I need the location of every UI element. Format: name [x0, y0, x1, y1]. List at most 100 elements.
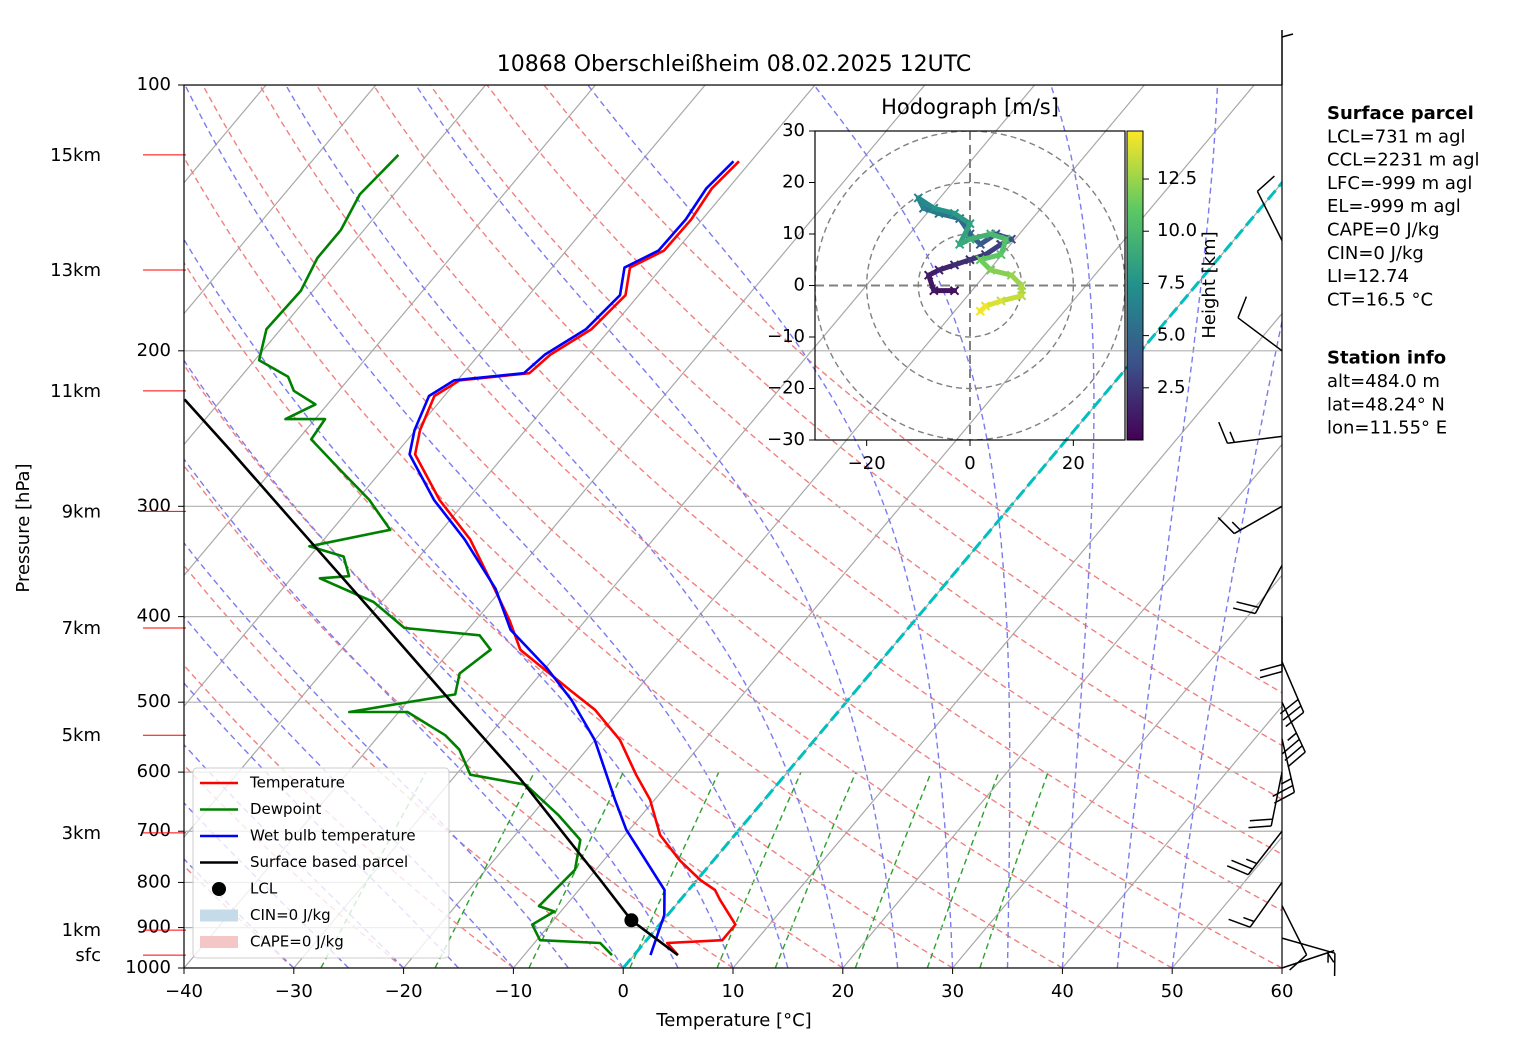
- hodo-x-tick-label: −20: [848, 453, 886, 474]
- hodograph-segment: [977, 252, 1004, 263]
- x-tick-label: 50: [1161, 981, 1184, 1002]
- hodograph-segment: [998, 236, 1009, 258]
- legend-label: Temperature: [249, 774, 345, 792]
- info-line: CIN=0 J/kg: [1327, 243, 1424, 264]
- isotherm: [1171, 836, 1282, 968]
- moist-adiabat: [184, 682, 460, 968]
- mixing-ratio-line: [716, 771, 802, 968]
- dry-adiabat: [202, 85, 1173, 968]
- x-tick-label: 30: [941, 981, 964, 1002]
- hodograph-segment: [931, 205, 957, 216]
- legend-swatch: [212, 882, 226, 896]
- x-tick-label: 40: [1051, 981, 1074, 1002]
- legend-label: Dewpoint: [250, 800, 321, 818]
- hodograph: −20 0 20 −30 −20 −10 0 10 20 30 2.5 5.0 7.5 10.0 12.5: [767, 120, 1197, 474]
- wind-barb: [1281, 701, 1306, 768]
- wind-barb: [1248, 771, 1283, 829]
- mixing-ratio-line: [926, 771, 1000, 968]
- hodograph-area: [815, 131, 1125, 440]
- wind-barb: [1281, 949, 1335, 969]
- colorbar: [1126, 130, 1144, 441]
- isotherm: [842, 443, 1282, 968]
- chart-title: 10868 Oberschleißheim 08.02.2025 12UTC: [497, 52, 972, 77]
- info-line: lon=11.55° E: [1327, 418, 1447, 439]
- isotherm: [184, 85, 596, 577]
- plot-frame: [183, 84, 1283, 969]
- hodograph-segment: [983, 298, 1004, 309]
- legend-label: CIN=0 J/kg: [250, 906, 331, 924]
- colorbar-tick-label: 12.5: [1157, 168, 1197, 189]
- y-tick-label: 600: [137, 761, 171, 782]
- wind-barb: [1259, 616, 1283, 679]
- y-tick-label: 900: [137, 917, 171, 938]
- colorbar-tick-label: 2.5: [1157, 377, 1186, 398]
- x-tick-label: −20: [385, 981, 423, 1002]
- wind-barb: [1228, 881, 1283, 928]
- wind-barb: [1218, 421, 1283, 444]
- moist-adiabat: [1171, 317, 1282, 968]
- colorbar-tick-label: 7.5: [1157, 272, 1186, 293]
- info-line: LCL=731 m agl: [1327, 126, 1466, 147]
- lcl-point: [624, 913, 639, 928]
- dry-adiabat: [184, 363, 844, 968]
- info-line: lat=48.24° N: [1327, 394, 1445, 415]
- dry-adiabat: [372, 85, 1282, 856]
- moist-adiabat: [184, 359, 679, 968]
- profile-line: [183, 398, 679, 957]
- hodograph-segment: [988, 267, 1014, 278]
- hodo-y-tick-label: −30: [767, 429, 805, 450]
- wind-barb: [1281, 30, 1294, 85]
- moist-adiabat: [184, 615, 514, 968]
- x-tick-label: −30: [275, 981, 313, 1002]
- wind-barb: [1226, 830, 1283, 876]
- height-label: 3km: [62, 823, 101, 844]
- y-tick-label: 1000: [125, 957, 171, 978]
- moist-adiabat: [813, 85, 1011, 968]
- x-tick-label: 20: [831, 981, 854, 1002]
- x-tick-label: −10: [494, 981, 532, 1002]
- dry-adiabat: [184, 464, 734, 968]
- hodo-y-tick-label: −20: [767, 378, 805, 399]
- info-line: CAPE=0 J/kg: [1327, 220, 1440, 241]
- hodo-y-tick-label: 0: [794, 275, 805, 296]
- y-tick-label: 400: [137, 606, 171, 627]
- info-line: LFC=-999 m agl: [1327, 173, 1472, 194]
- dry-adiabat: [184, 156, 1063, 968]
- colorbar-label: Height [km]: [1199, 231, 1220, 338]
- x-tick-label: 0: [617, 981, 628, 1002]
- height-label: 11km: [50, 381, 101, 402]
- legend-swatch: [200, 936, 238, 948]
- hodograph-segment: [988, 231, 1009, 242]
- y-tick-label: 500: [137, 691, 171, 712]
- info-line: LI=12.74: [1327, 266, 1409, 287]
- dry-adiabat: [315, 85, 1282, 912]
- y-tick-label: 800: [137, 871, 171, 892]
- hodograph-title: Hodograph [m/s]: [881, 95, 1059, 119]
- info-line: CT=16.5 °C: [1327, 289, 1433, 310]
- info-line: alt=484.0 m: [1327, 371, 1440, 392]
- height-label: sfc: [75, 945, 101, 966]
- isotherm: [732, 312, 1282, 968]
- dry-adiabat: [429, 85, 1282, 801]
- colorbar-tick-label: 10.0: [1157, 220, 1197, 241]
- wind-barb: [1281, 937, 1336, 977]
- height-label: 13km: [50, 260, 101, 281]
- isotherm: [1061, 705, 1282, 968]
- hodo-y-tick-label: 10: [782, 223, 805, 244]
- dry-adiabat: [486, 85, 1282, 747]
- info-line: EL=-999 m agl: [1327, 196, 1461, 217]
- legend-label: Surface based parcel: [250, 853, 408, 871]
- y-tick-label: 100: [137, 74, 171, 95]
- moist-adiabat: [184, 541, 569, 968]
- wind-barb: [1279, 661, 1305, 728]
- hodo-y-tick-label: −10: [767, 326, 805, 347]
- hodograph-point: [975, 306, 986, 316]
- dry-adiabat: [258, 85, 1282, 968]
- hodograph-segment: [967, 231, 994, 242]
- info-line: CCL=2231 m agl: [1327, 150, 1480, 171]
- y-tick-label: 300: [137, 495, 171, 516]
- legend-box: [192, 767, 450, 959]
- hodograph-segment: [936, 210, 963, 222]
- hodograph-segment: [998, 293, 1025, 304]
